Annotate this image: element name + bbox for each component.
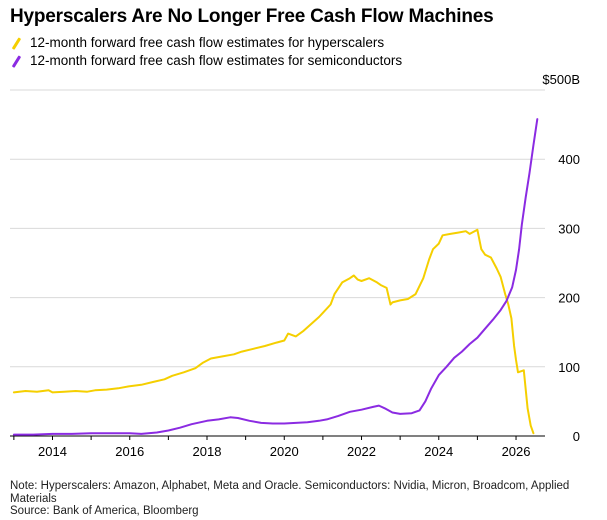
y-tick-label-500: $500B [542, 72, 580, 87]
x-tick-label-2016: 2016 [115, 444, 144, 459]
x-tick-label-2026: 2026 [502, 444, 531, 459]
legend-label-semiconductors: 12-month forward free cash flow estimate… [30, 53, 403, 68]
series-line-semiconductors [12, 118, 539, 436]
y-tick-label-100: 100 [558, 360, 580, 375]
chart-title: Hyperscalers Are No Longer Free Cash Flo… [10, 6, 494, 27]
source-line: Source: Bank of America, Bloomberg [10, 505, 199, 517]
x-tick-label-2014: 2014 [38, 444, 67, 459]
footer: Note: Hyperscalers: Amazon, Alphabet, Me… [10, 480, 595, 518]
y-tick-label-0: 0 [573, 429, 580, 444]
x-tick-label-2018: 2018 [193, 444, 222, 459]
y-tick-label-400: 400 [558, 152, 580, 167]
x-tick-label-2020: 2020 [270, 444, 299, 459]
x-tick-label-2024: 2024 [424, 444, 453, 459]
legend-label-hyperscalers: 12-month forward free cash flow estimate… [30, 35, 385, 50]
y-tick-label-300: 300 [558, 221, 580, 236]
x-tick-label-2022: 2022 [347, 444, 376, 459]
legend-item-hyperscalers: 12-month forward free cash flow estimate… [10, 34, 402, 52]
y-tick-label-200: 200 [558, 291, 580, 306]
legend: 12-month forward free cash flow estimate… [10, 34, 402, 70]
series-line-hyperscalers [12, 228, 535, 435]
footnote: Note: Hyperscalers: Amazon, Alphabet, Me… [10, 480, 570, 505]
legend-item-semiconductors: 12-month forward free cash flow estimate… [10, 52, 402, 70]
